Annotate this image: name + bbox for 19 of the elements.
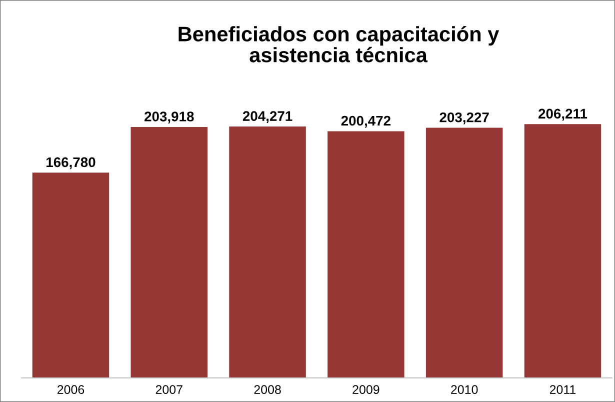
bar (229, 126, 306, 378)
x-tick-label: 2009 (352, 385, 380, 394)
bar (426, 128, 503, 378)
data-label: 200,472 (341, 116, 390, 128)
data-label: 206,211 (538, 108, 588, 121)
chart-title: Beneficiados con capacitación y asistencia técnica (178, 26, 500, 62)
x-tick-label: 2007 (156, 385, 182, 394)
bar (524, 124, 602, 378)
bar (32, 172, 110, 378)
x-tick-label: 2011 (550, 385, 576, 394)
bar (130, 126, 208, 378)
x-tick-label: 2006 (57, 385, 84, 394)
data-label: 166,780 (46, 157, 96, 170)
data-label: 204,271 (242, 111, 292, 124)
data-label: 203,918 (144, 112, 194, 124)
bar (328, 131, 404, 378)
x-tick-label: 2008 (254, 385, 281, 394)
x-tick-label: 2010 (451, 385, 478, 394)
data-label: 203,227 (440, 112, 489, 124)
